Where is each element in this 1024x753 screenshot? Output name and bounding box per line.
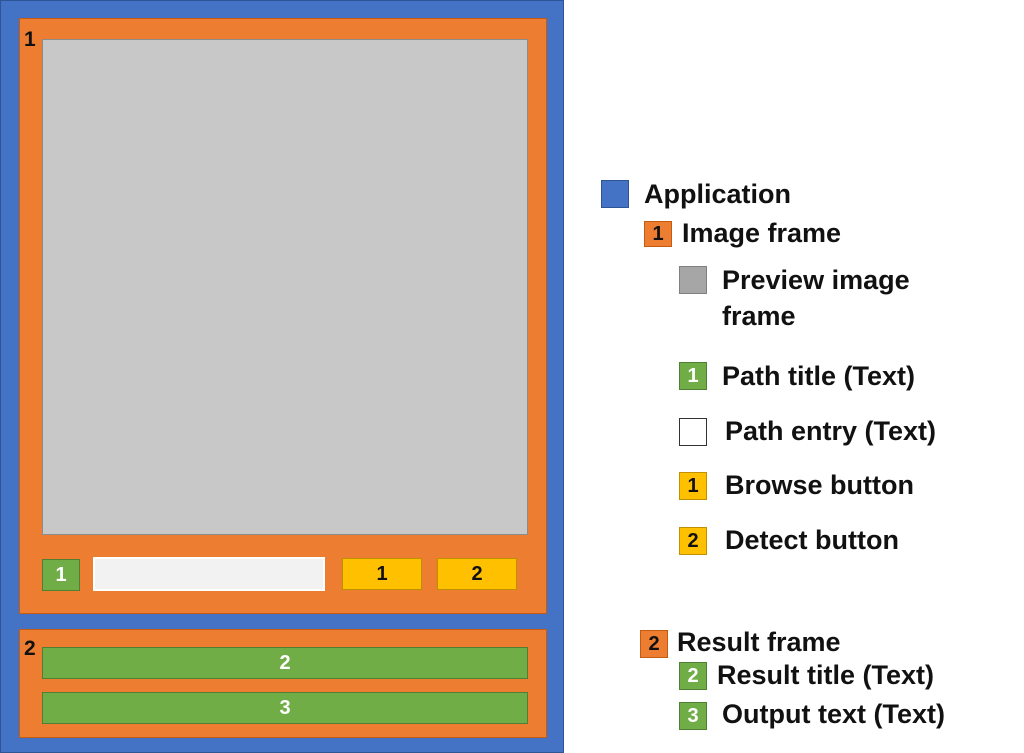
- legend-label-path-entry: Path entry (Text): [725, 416, 937, 446]
- path-entry[interactable]: [93, 557, 325, 591]
- legend-label-output-text: Output text (Text): [722, 699, 945, 729]
- application-window: 1 1 1 2 2 2 3: [0, 0, 564, 753]
- legend-label-preview-line2: frame: [722, 301, 796, 331]
- output-text: 3: [42, 692, 528, 724]
- detect-button[interactable]: 2: [437, 558, 517, 590]
- browse-button[interactable]: 1: [342, 558, 422, 590]
- legend-swatch-result-frame: 2: [640, 630, 668, 658]
- legend-label-result-title: Result title (Text): [717, 660, 935, 690]
- legend-label-application: Application: [644, 179, 791, 209]
- legend-label-preview-line1: Preview image: [722, 265, 910, 295]
- legend-label-browse: Browse button: [725, 470, 914, 500]
- legend-label-result-frame: Result frame: [677, 627, 841, 657]
- result-title: 2: [42, 647, 528, 679]
- legend-label-image-frame: Image frame: [682, 218, 842, 248]
- legend-swatch-path-entry: [679, 418, 707, 446]
- result-frame: 2 2 3: [19, 629, 547, 738]
- preview-image-frame: [42, 39, 528, 535]
- legend-swatch-preview: [679, 266, 707, 294]
- legend-swatch-image-frame: 1: [644, 221, 672, 247]
- legend-swatch-application: [601, 180, 629, 208]
- legend-swatch-path-title: 1: [679, 362, 707, 390]
- result-frame-number: 2: [24, 637, 36, 660]
- legend-label-detect: Detect button: [725, 525, 899, 555]
- path-title: 1: [42, 559, 80, 591]
- image-frame: 1 1 1 2: [19, 18, 547, 614]
- image-frame-number: 1: [24, 28, 36, 51]
- legend-label-path-title: Path title (Text): [722, 361, 916, 391]
- legend-swatch-output-text: 3: [679, 702, 707, 730]
- legend-swatch-browse: 1: [679, 472, 707, 500]
- legend-swatch-detect: 2: [679, 527, 707, 555]
- legend-swatch-result-title: 2: [679, 662, 707, 690]
